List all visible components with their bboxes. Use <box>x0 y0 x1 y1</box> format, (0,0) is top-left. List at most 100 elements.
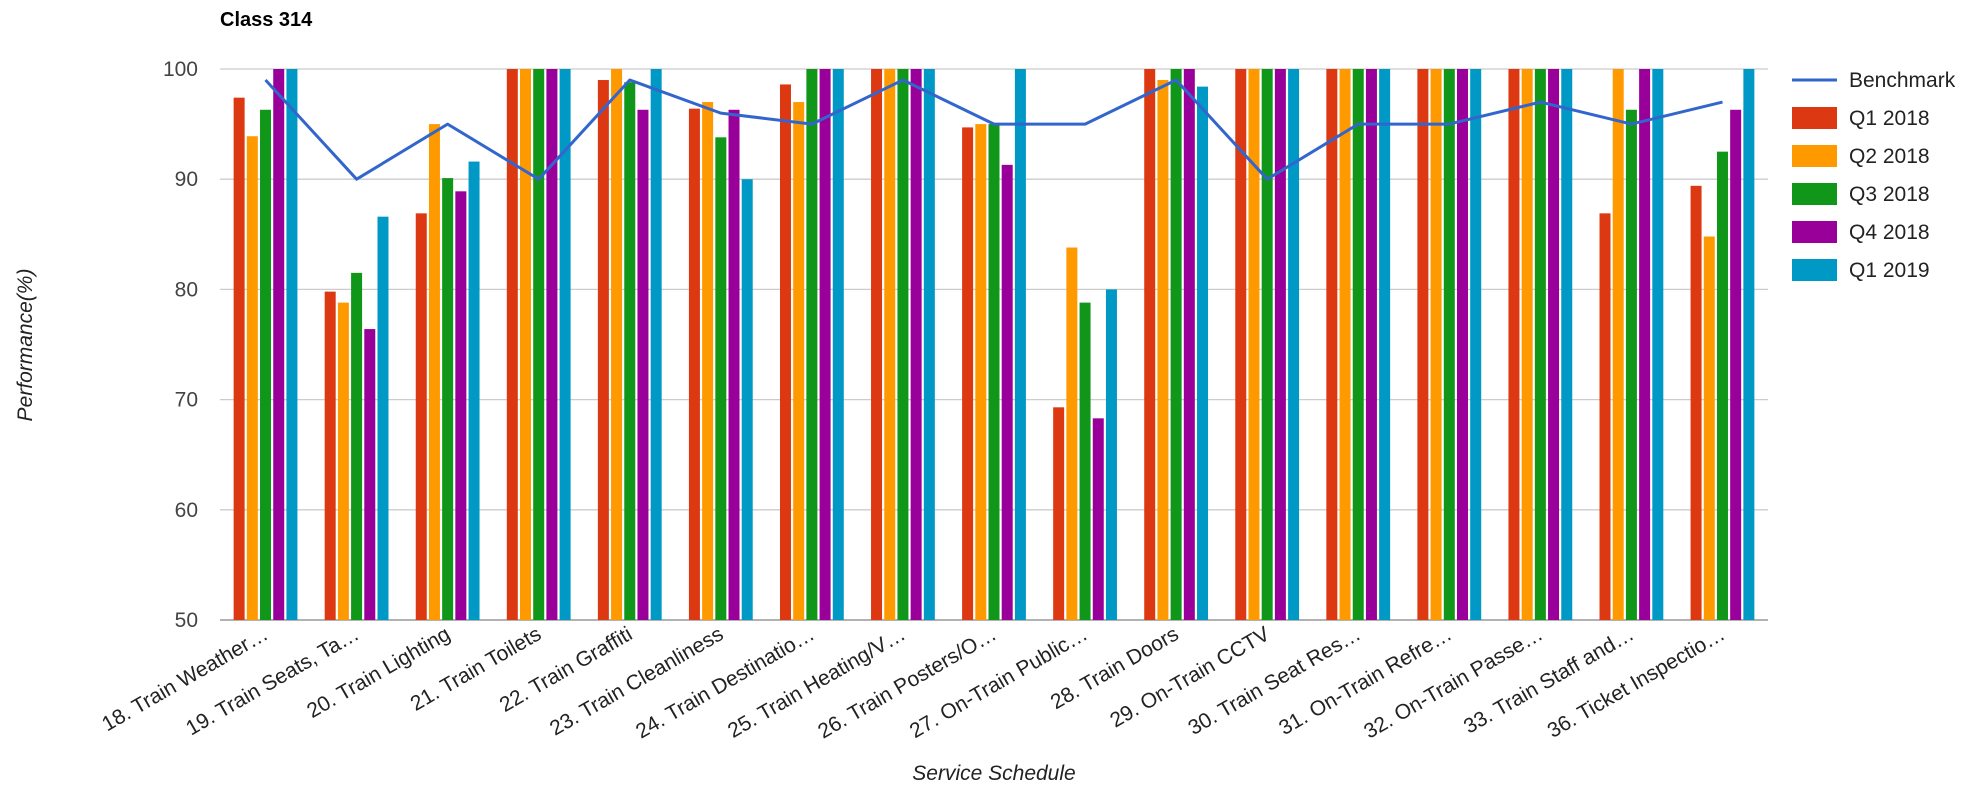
bar-q1-2018 <box>779 84 791 621</box>
bar-q1-2018 <box>506 69 518 620</box>
bar-q2-2018 <box>1157 80 1169 620</box>
bar-q4-2018 <box>273 69 285 620</box>
bar-q3-2018 <box>1261 69 1273 620</box>
bar-q2-2018 <box>702 102 714 620</box>
bar-q2-2018 <box>1430 69 1442 620</box>
legend-swatch <box>1792 107 1837 129</box>
legend-label: Q3 2018 <box>1849 183 1930 206</box>
bar-q1-2019 <box>559 69 571 620</box>
legend-label: Q4 2018 <box>1849 221 1930 244</box>
legend-item: Q1 2019 <box>1792 259 1930 282</box>
bar-q4-2018 <box>1730 109 1742 621</box>
legend-item: Benchmark <box>1792 69 1956 92</box>
bar-q4-2018 <box>455 191 467 620</box>
benchmark-line <box>264 78 1723 181</box>
bar-q1-2019 <box>1105 289 1117 620</box>
bar-q4-2018 <box>364 329 376 620</box>
bar-q2-2018 <box>1339 69 1351 620</box>
bar-q2-2018 <box>611 69 623 620</box>
bar-q2-2018 <box>1612 69 1624 620</box>
bar-q1-2018 <box>1053 407 1065 620</box>
bar-q1-2018 <box>1690 185 1702 620</box>
legend-label: Q1 2018 <box>1849 107 1930 130</box>
bar-q1-2018 <box>324 291 336 620</box>
bar-q1-2019 <box>286 69 298 620</box>
bar-q2-2018 <box>520 69 532 620</box>
legend-item: Q2 2018 <box>1792 145 1930 168</box>
bar-q3-2018 <box>260 109 272 621</box>
bar-q4-2018 <box>637 109 649 621</box>
bar-q2-2018 <box>793 102 805 620</box>
bar-q1-2019 <box>1379 69 1391 620</box>
x-axis-categories: 18. Train Weather…19. Train Seats, Ta…20… <box>98 622 1729 743</box>
bar-q4-2018 <box>728 109 740 621</box>
bar-q1-2019 <box>1561 69 1573 620</box>
bar-q1-2018 <box>1417 69 1429 620</box>
legend-swatch <box>1792 145 1837 167</box>
bar-q1-2019 <box>377 216 389 620</box>
bar-q1-2019 <box>1470 69 1482 620</box>
bar-q2-2018 <box>1066 247 1078 621</box>
bar-q3-2018 <box>1443 69 1455 620</box>
bar-q1-2018 <box>1599 213 1611 620</box>
bar-q1-2019 <box>1014 69 1026 620</box>
bar-q1-2019 <box>650 69 662 620</box>
x-category-label: 30. Train Seat Res… <box>1184 622 1364 739</box>
y-axis-title: Performance(%) <box>14 269 37 422</box>
legend-item: Q3 2018 <box>1792 183 1930 206</box>
bar-q2-2018 <box>246 136 258 621</box>
bar-q1-2019 <box>1652 69 1664 620</box>
bar-q4-2018 <box>910 69 922 620</box>
bar-q1-2019 <box>923 69 935 620</box>
x-category-label: 19. Train Seats, Ta… <box>182 622 363 740</box>
bar-q2-2018 <box>1521 69 1533 620</box>
legend-label: Q1 2019 <box>1849 259 1930 282</box>
y-tick-label: 90 <box>175 168 198 191</box>
legend-label: Benchmark <box>1849 69 1956 92</box>
bar-q1-2019 <box>468 161 480 620</box>
bar-q4-2018 <box>1183 69 1195 620</box>
bar-q4-2018 <box>1639 69 1651 620</box>
bar-q1-2018 <box>233 97 245 621</box>
legend-item: Q1 2018 <box>1792 107 1930 130</box>
benchmark-line-layer <box>264 78 1723 181</box>
bar-q4-2018 <box>1456 69 1468 620</box>
bar-q2-2018 <box>428 124 440 620</box>
y-tick-label: 60 <box>175 499 198 522</box>
y-tick-label: 80 <box>175 278 198 301</box>
legend-label: Q2 2018 <box>1849 145 1930 168</box>
legend-item: Q4 2018 <box>1792 221 1930 244</box>
bar-q2-2018 <box>1248 69 1260 620</box>
bar-q3-2018 <box>1170 69 1182 620</box>
bar-q1-2018 <box>1508 69 1520 620</box>
bar-q1-2019 <box>1288 69 1300 620</box>
bars <box>233 69 1755 621</box>
bar-q4-2018 <box>1548 69 1560 620</box>
bar-q4-2018 <box>819 69 831 620</box>
bar-q1-2018 <box>415 213 427 620</box>
bar-q3-2018 <box>1716 151 1728 620</box>
bar-q1-2019 <box>1197 86 1209 620</box>
bar-q1-2018 <box>1326 69 1338 620</box>
bar-q4-2018 <box>1001 164 1013 620</box>
bar-q3-2018 <box>1079 302 1091 620</box>
bar-q1-2019 <box>741 179 753 620</box>
bar-q1-2018 <box>1235 69 1247 620</box>
bar-q3-2018 <box>442 178 454 620</box>
bar-q4-2018 <box>1092 418 1104 620</box>
y-tick-label: 100 <box>163 58 198 81</box>
bar-q2-2018 <box>337 302 349 620</box>
bar-q4-2018 <box>1274 69 1286 620</box>
legend-swatch <box>1792 259 1837 281</box>
bar-q4-2018 <box>546 69 558 620</box>
bar-q3-2018 <box>715 137 727 620</box>
bar-q1-2019 <box>832 69 844 620</box>
bar-q3-2018 <box>533 69 545 620</box>
bar-q1-2018 <box>688 108 700 620</box>
legend: Benchmark Q1 2018 Q2 2018 Q3 2018 Q4 2018 Q1 … <box>1792 69 1956 282</box>
bar-q1-2018 <box>871 69 883 620</box>
bar-q2-2018 <box>1703 236 1715 620</box>
bar-q1-2018 <box>1144 69 1156 620</box>
bar-q3-2018 <box>624 82 636 620</box>
